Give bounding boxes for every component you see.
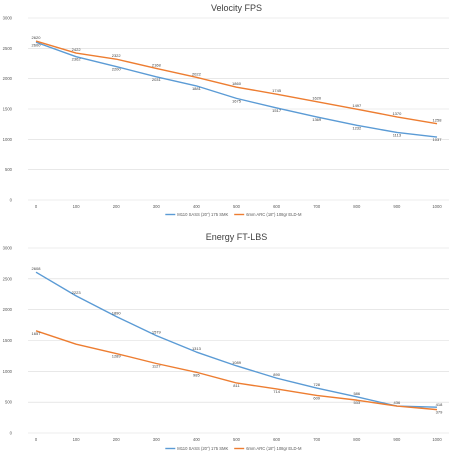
data-label: 1258 — [433, 118, 443, 123]
legend-label: M110 SASS (20") 175 SMK — [177, 212, 228, 217]
data-label: 985 — [193, 372, 200, 377]
legend-label: 6mm ARC (18") 108gr ELD-M — [246, 212, 302, 217]
x-tick-label: 600 — [273, 204, 281, 209]
x-tick-label: 0 — [35, 437, 38, 442]
legend-label: M110 SASS (20") 175 SMK — [177, 446, 228, 451]
data-label: 2322 — [112, 53, 122, 58]
data-label: 2620 — [32, 35, 42, 40]
x-tick-label: 100 — [73, 437, 81, 442]
y-tick-label: 500 — [5, 400, 13, 405]
data-label: 1089 — [232, 360, 242, 365]
data-label: 1657 — [32, 331, 42, 336]
data-label: 1860 — [232, 81, 242, 86]
x-tick-label: 1000 — [432, 437, 442, 442]
x-tick-label: 800 — [353, 437, 361, 442]
data-label: 418 — [436, 402, 443, 407]
y-tick-label: 0 — [10, 431, 13, 436]
data-label: 728 — [313, 382, 320, 387]
x-tick-label: 500 — [233, 204, 241, 209]
data-label: 2223 — [72, 290, 82, 295]
data-label: 1369 — [312, 117, 322, 122]
x-tick-label: 0 — [35, 204, 38, 209]
data-label: 1620 — [312, 96, 322, 101]
data-label: 1890 — [112, 310, 122, 315]
data-label: 2608 — [32, 266, 42, 271]
data-label: 1370 — [392, 111, 402, 116]
data-label: 2022 — [192, 71, 202, 76]
chart-1: Velocity FPS 0 500 1000 1500 2000 2500 3000 0 100… — [3, 3, 449, 217]
data-label: 1127 — [152, 364, 161, 369]
series-line-2 — [35, 330, 438, 411]
data-label: 1517 — [272, 108, 282, 113]
data-label: 714 — [273, 389, 280, 394]
data-label: 379 — [436, 410, 443, 415]
data-label: 533 — [353, 400, 360, 405]
data-label: 890 — [273, 372, 280, 377]
data-label: 1289 — [112, 354, 122, 359]
y-tick-label: 3000 — [3, 16, 13, 21]
x-tick-label: 200 — [113, 204, 121, 209]
data-label: 2200 — [112, 67, 122, 72]
data-label: 2422 — [72, 47, 82, 52]
x-tick-label: 300 — [153, 204, 161, 209]
data-label: 1579 — [152, 330, 162, 335]
x-tick-label: 500 — [233, 437, 241, 442]
x-tick-label: 800 — [353, 204, 361, 209]
y-tick-label: 2000 — [3, 76, 13, 81]
data-label: 2600 — [32, 42, 42, 47]
data-label: 1497 — [352, 103, 362, 108]
y-tick-label: 1500 — [3, 107, 13, 112]
x-tick-label: 400 — [193, 204, 201, 209]
data-label: 1113 — [393, 132, 402, 137]
x-tick-label: 200 — [113, 437, 121, 442]
y-tick-label: 3000 — [3, 246, 13, 251]
chart-title: Energy FT-LBS — [206, 232, 268, 242]
data-label: 2031 — [152, 77, 162, 82]
data-label: 2168 — [152, 62, 162, 67]
data-label: 1675 — [232, 98, 242, 103]
x-tick-label: 900 — [393, 204, 401, 209]
x-tick-label: 300 — [153, 437, 161, 442]
data-label: 609 — [313, 395, 320, 400]
chart-title: Velocity FPS — [211, 3, 262, 13]
y-tick-label: 1000 — [3, 137, 13, 142]
chart-2: Energy FT-LBS 0 500 1000 1500 2000 2500 3000 0 10… — [3, 232, 449, 451]
y-tick-label: 1000 — [3, 369, 13, 374]
y-tick-label: 2500 — [3, 276, 13, 281]
data-label: 1232 — [352, 125, 362, 130]
data-label: 1881 — [192, 86, 202, 91]
data-label: 1313 — [192, 346, 202, 351]
legend-label: 6mm ARC (18") 108gr ELD-M — [246, 446, 302, 451]
y-tick-label: 500 — [5, 167, 13, 172]
y-tick-label: 1500 — [3, 338, 13, 343]
data-label: 1745 — [272, 88, 282, 93]
x-tick-label: 400 — [193, 437, 201, 442]
y-tick-label: 2000 — [3, 307, 13, 312]
x-tick-label: 600 — [273, 437, 281, 442]
data-label: 811 — [233, 383, 240, 388]
y-tick-label: 0 — [10, 198, 13, 203]
x-tick-label: 1000 — [432, 204, 442, 209]
x-tick-label: 700 — [313, 204, 321, 209]
data-label: 1037 — [433, 137, 443, 142]
data-label: 436 — [394, 400, 401, 405]
y-tick-label: 2500 — [3, 46, 13, 51]
data-label: 586 — [353, 391, 360, 396]
x-tick-label: 100 — [73, 204, 81, 209]
data-label: 2362 — [72, 57, 82, 62]
x-tick-label: 900 — [393, 437, 401, 442]
x-tick-label: 700 — [313, 437, 321, 442]
